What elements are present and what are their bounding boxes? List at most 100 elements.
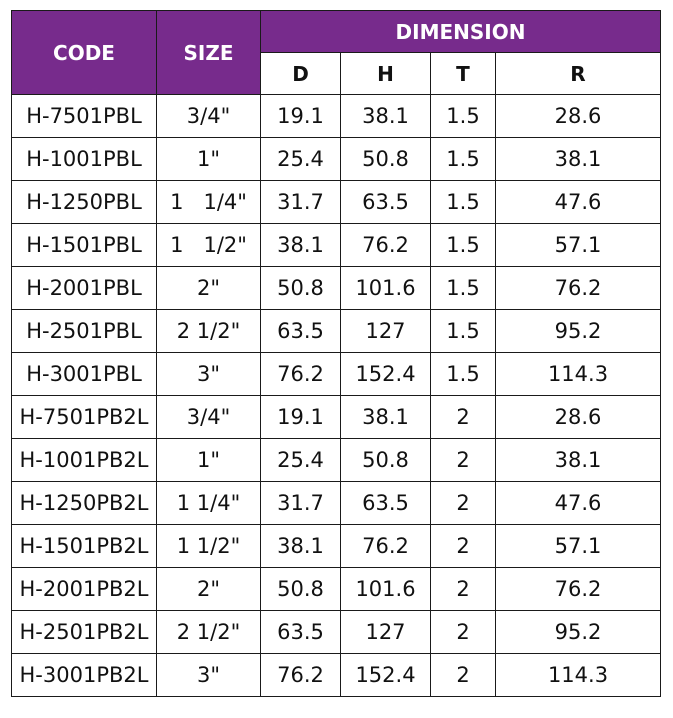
d-cell: 63.5	[260, 610, 341, 654]
col-header-code: CODE	[11, 10, 157, 95]
size-cell: 1"	[156, 137, 261, 181]
table-row: H-7501PBL 3/4" 19.1 38.1 1.5 28.6	[11, 94, 661, 138]
r-cell: 57.1	[495, 524, 661, 568]
h-cell: 50.8	[340, 137, 431, 181]
h-cell: 101.6	[340, 266, 431, 310]
size-cell: 1 1/4"	[156, 481, 261, 525]
table-row: H-2501PBL 2 1/2" 63.5 127 1.5 95.2	[11, 309, 661, 353]
r-cell: 57.1	[495, 223, 661, 267]
col-header-size: SIZE	[156, 10, 261, 95]
t-cell: 1.5	[430, 94, 496, 138]
r-cell: 47.6	[495, 481, 661, 525]
d-cell: 38.1	[260, 223, 341, 267]
d-cell: 50.8	[260, 266, 341, 310]
col-header-t: T	[430, 52, 496, 95]
r-cell: 114.3	[495, 352, 661, 396]
code-cell: H-2001PB2L	[11, 567, 157, 611]
code-cell: H-1501PB2L	[11, 524, 157, 568]
h-cell: 38.1	[340, 395, 431, 439]
t-cell: 2	[430, 567, 496, 611]
size-cell: 1 1/2"	[156, 524, 261, 568]
h-cell: 127	[340, 309, 431, 353]
d-cell: 31.7	[260, 180, 341, 224]
r-cell: 95.2	[495, 610, 661, 654]
table-body: H-7501PBL 3/4" 19.1 38.1 1.5 28.6 H-1001PBL 1" 2…	[11, 94, 661, 697]
d-cell: 76.2	[260, 653, 341, 697]
r-cell: 76.2	[495, 266, 661, 310]
table-row: H-1001PBL 1" 25.4 50.8 1.5 38.1	[11, 137, 661, 181]
r-cell: 76.2	[495, 567, 661, 611]
code-cell: H-1001PBL	[11, 137, 157, 181]
h-cell: 63.5	[340, 481, 431, 525]
r-cell: 28.6	[495, 395, 661, 439]
h-cell: 38.1	[340, 94, 431, 138]
t-cell: 1.5	[430, 266, 496, 310]
table-row: H-1501PB2L 1 1/2" 38.1 76.2 2 57.1	[11, 524, 661, 568]
table-row: H-2501PB2L 2 1/2" 63.5 127 2 95.2	[11, 610, 661, 654]
code-cell: H-2501PBL	[11, 309, 157, 353]
size-cell: 2"	[156, 567, 261, 611]
t-cell: 1.5	[430, 223, 496, 267]
table-row: H-1250PB2L 1 1/4" 31.7 63.5 2 47.6	[11, 481, 661, 525]
t-cell: 2	[430, 610, 496, 654]
t-cell: 1.5	[430, 309, 496, 353]
r-cell: 38.1	[495, 438, 661, 482]
h-cell: 152.4	[340, 352, 431, 396]
h-cell: 50.8	[340, 438, 431, 482]
t-cell: 2	[430, 395, 496, 439]
code-cell: H-2001PBL	[11, 266, 157, 310]
t-cell: 2	[430, 481, 496, 525]
code-cell: H-7501PBL	[11, 94, 157, 138]
code-cell: H-3001PB2L	[11, 653, 157, 697]
code-cell: H-7501PB2L	[11, 395, 157, 439]
d-cell: 31.7	[260, 481, 341, 525]
t-cell: 2	[430, 524, 496, 568]
d-cell: 25.4	[260, 137, 341, 181]
table-header: CODE SIZE DIMENSION D H T R	[11, 10, 661, 95]
t-cell: 1.5	[430, 352, 496, 396]
size-cell: 3"	[156, 352, 261, 396]
h-cell: 127	[340, 610, 431, 654]
size-cell: 3"	[156, 653, 261, 697]
r-cell: 95.2	[495, 309, 661, 353]
table-row: H-7501PB2L 3/4" 19.1 38.1 2 28.6	[11, 395, 661, 439]
r-cell: 38.1	[495, 137, 661, 181]
size-cell: 3/4"	[156, 395, 261, 439]
table-row: H-1001PB2L 1" 25.4 50.8 2 38.1	[11, 438, 661, 482]
size-cell: 1 1/4"	[156, 180, 261, 224]
code-cell: H-2501PB2L	[11, 610, 157, 654]
size-cell: 2"	[156, 266, 261, 310]
table-row: H-3001PB2L 3" 76.2 152.4 2 114.3	[11, 653, 661, 697]
d-cell: 50.8	[260, 567, 341, 611]
code-cell: H-1250PB2L	[11, 481, 157, 525]
header-row-top: CODE SIZE DIMENSION	[11, 10, 661, 95]
h-cell: 152.4	[340, 653, 431, 697]
table-row: H-3001PBL 3" 76.2 152.4 1.5 114.3	[11, 352, 661, 396]
size-cell: 3/4"	[156, 94, 261, 138]
size-cell: 1"	[156, 438, 261, 482]
d-cell: 19.1	[260, 94, 341, 138]
t-cell: 1.5	[430, 180, 496, 224]
col-header-dimension: DIMENSION	[260, 10, 661, 53]
r-cell: 47.6	[495, 180, 661, 224]
h-cell: 76.2	[340, 223, 431, 267]
h-cell: 76.2	[340, 524, 431, 568]
size-cell: 2 1/2"	[156, 610, 261, 654]
t-cell: 2	[430, 438, 496, 482]
t-cell: 2	[430, 653, 496, 697]
size-cell: 2 1/2"	[156, 309, 261, 353]
code-cell: H-1501PBL	[11, 223, 157, 267]
size-cell: 1 1/2"	[156, 223, 261, 267]
col-header-r: R	[495, 52, 661, 95]
r-cell: 114.3	[495, 653, 661, 697]
d-cell: 63.5	[260, 309, 341, 353]
h-cell: 63.5	[340, 180, 431, 224]
d-cell: 38.1	[260, 524, 341, 568]
d-cell: 76.2	[260, 352, 341, 396]
code-cell: H-3001PBL	[11, 352, 157, 396]
code-cell: H-1001PB2L	[11, 438, 157, 482]
d-cell: 19.1	[260, 395, 341, 439]
col-header-d: D	[260, 52, 341, 95]
header-row-sub: D H T R	[12, 52, 661, 95]
dimension-table: CODE SIZE DIMENSION D H T R H-7501PBL 3/4…	[11, 10, 661, 697]
